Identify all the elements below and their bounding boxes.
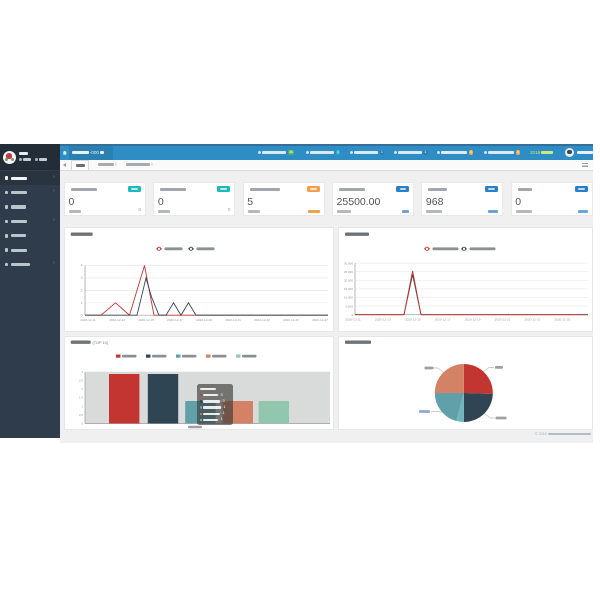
svg-text:2020-12-11: 2020-12-11 bbox=[80, 318, 96, 322]
svg-text:2020-12-11: 2020-12-11 bbox=[345, 317, 361, 321]
svg-text:1: 1 bbox=[81, 301, 83, 305]
svg-text:0: 0 bbox=[351, 313, 353, 317]
svg-text:3: 3 bbox=[81, 370, 83, 374]
svg-text:2020-12-25: 2020-12-25 bbox=[554, 317, 570, 321]
svg-text:10,000: 10,000 bbox=[344, 296, 354, 300]
svg-text:2020-12-21: 2020-12-21 bbox=[225, 318, 241, 322]
svg-text:2.5: 2.5 bbox=[79, 379, 83, 383]
svg-text:2020-12-27: 2020-12-27 bbox=[312, 318, 328, 322]
svg-text:2: 2 bbox=[81, 289, 83, 293]
svg-text:1: 1 bbox=[81, 404, 83, 408]
svg-text:5,000: 5,000 bbox=[345, 304, 353, 308]
svg-text:2020-12-19: 2020-12-19 bbox=[465, 317, 481, 321]
svg-text:25,000: 25,000 bbox=[344, 270, 354, 274]
svg-text:20,000: 20,000 bbox=[344, 279, 354, 283]
svg-text:(TOP 10): (TOP 10) bbox=[93, 341, 109, 345]
svg-text:4: 4 bbox=[81, 264, 83, 268]
svg-text:2020-12-13: 2020-12-13 bbox=[109, 318, 125, 322]
svg-text:2020-12-17: 2020-12-17 bbox=[167, 318, 183, 322]
svg-text:2020-12-23: 2020-12-23 bbox=[524, 317, 540, 321]
svg-text:2020-12-15: 2020-12-15 bbox=[138, 318, 154, 322]
svg-text:30,000: 30,000 bbox=[344, 261, 354, 265]
svg-text:15,000: 15,000 bbox=[344, 287, 354, 291]
svg-text:2020-12-21: 2020-12-21 bbox=[495, 317, 511, 321]
svg-text:2: 2 bbox=[81, 387, 83, 391]
svg-text:2020-12-23: 2020-12-23 bbox=[254, 318, 270, 322]
svg-text:1.5: 1.5 bbox=[79, 396, 83, 400]
svg-text:3: 3 bbox=[81, 276, 83, 280]
svg-text:2020-12-13: 2020-12-13 bbox=[375, 317, 391, 321]
svg-text:0.5: 0.5 bbox=[79, 413, 83, 417]
svg-text:2020-12-25: 2020-12-25 bbox=[283, 318, 299, 322]
svg-text:0: 0 bbox=[81, 422, 83, 426]
svg-text:0: 0 bbox=[81, 313, 83, 317]
svg-text:2020-12-15: 2020-12-15 bbox=[405, 317, 421, 321]
svg-text:2020-12-19: 2020-12-19 bbox=[196, 318, 212, 322]
svg-text:2020-12-17: 2020-12-17 bbox=[435, 317, 451, 321]
